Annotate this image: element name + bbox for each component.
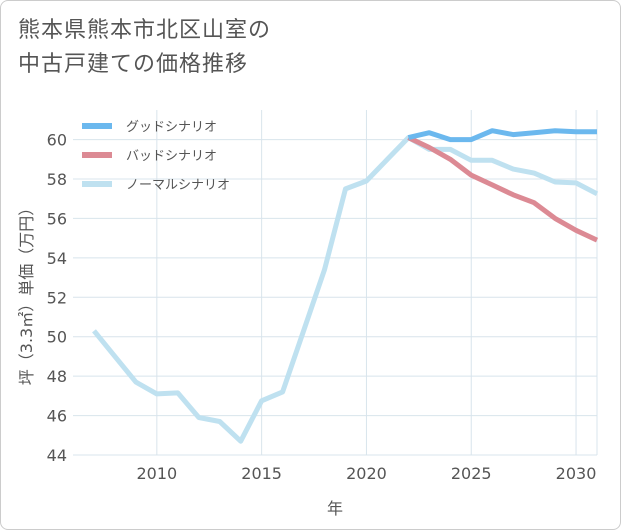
legend-label-0: グッドシナリオ <box>126 120 217 135</box>
tick-labels: 2010 2015 2020 2025 2030 44 46 48 50 52 54 56 58 60 <box>47 131 597 483</box>
x-tick-label: 2010 <box>136 464 177 483</box>
grid-lines <box>73 110 598 456</box>
x-tick-label: 2020 <box>346 464 387 483</box>
series-line-1 <box>407 135 599 243</box>
series-line-2 <box>92 135 599 444</box>
y-tick-label: 56 <box>47 209 67 228</box>
y-tick-label: 46 <box>47 407 67 426</box>
y-tick-label: 60 <box>47 131 67 150</box>
x-tick-label: 2015 <box>241 464 282 483</box>
chart-title-line-1: 熊本県熊本市北区山室の <box>18 18 272 43</box>
legend-label-1: バッドシナリオ <box>126 149 217 164</box>
y-tick-label: 54 <box>47 249 67 268</box>
y-tick-label: 48 <box>47 367 67 386</box>
y-tick-label: 50 <box>47 328 67 347</box>
legend-label-2: ノーマルシナリオ <box>126 178 230 193</box>
x-axis-label: 年 <box>327 499 343 518</box>
y-axis-label: 坪（3.3㎡）単価（万円） <box>17 200 36 385</box>
series-line-0 <box>407 128 597 143</box>
series-lines <box>92 128 599 444</box>
x-tick-label: 2030 <box>556 464 597 483</box>
y-tick-label: 44 <box>47 446 67 465</box>
chart-title: 熊本県熊本市北区山室の 中古戸建ての価格推移 <box>18 14 271 82</box>
chart-title-line-2: 中古戸建ての価格推移 <box>18 52 249 77</box>
y-tick-label: 58 <box>47 170 67 189</box>
x-tick-label: 2025 <box>451 464 492 483</box>
y-tick-label: 52 <box>47 288 67 307</box>
